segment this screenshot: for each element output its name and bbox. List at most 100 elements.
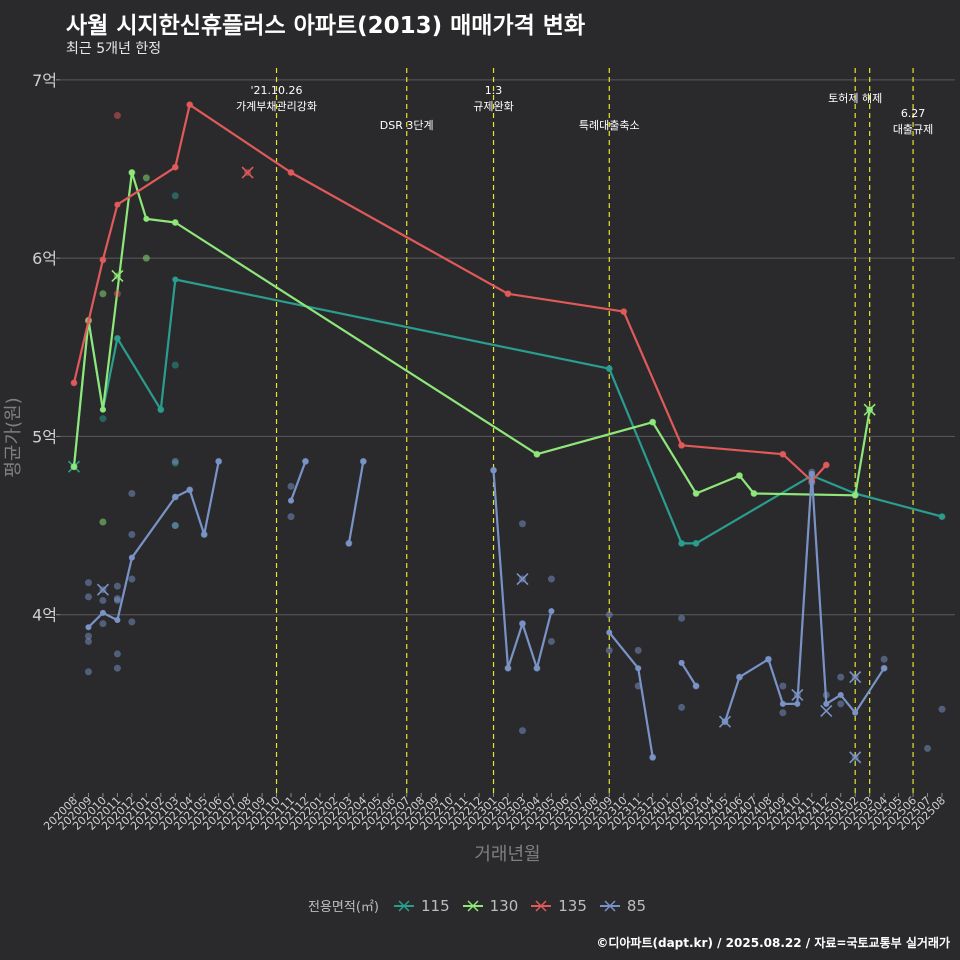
cross-130 — [111, 269, 124, 283]
line-point-135 — [288, 169, 294, 176]
line-point-85 — [548, 608, 555, 615]
line-point-85 — [186, 486, 193, 493]
line-point-85 — [172, 494, 179, 501]
event-label: 1.3 규제완화 — [473, 84, 513, 113]
line-point-85 — [678, 659, 685, 666]
cross-85 — [516, 572, 529, 586]
line-point-85 — [765, 656, 772, 663]
line-point-85 — [693, 683, 700, 690]
line-point-85 — [837, 691, 844, 698]
legend-key-85 — [599, 899, 620, 912]
line-point-85 — [288, 497, 294, 504]
legend-item-135[interactable]: 135 — [530, 897, 587, 915]
line-point-85 — [128, 554, 135, 561]
line-point-85 — [99, 609, 106, 616]
chart-title: 사월 시지한신휴플러스 아파트(2013) 매매가격 변화 — [66, 13, 586, 39]
point-85 — [837, 673, 845, 681]
point-85 — [924, 744, 932, 752]
point-85 — [128, 618, 136, 626]
legend-key-130 — [462, 899, 483, 912]
line-point-130 — [649, 419, 656, 426]
point-130 — [142, 174, 150, 182]
event-label: '21.10.26 가계부채관리강화 — [236, 84, 317, 113]
line-point-130 — [71, 463, 77, 470]
point-85 — [84, 579, 92, 587]
cross-130 — [863, 403, 876, 416]
source-caption: ©디아파트(dapt.kr) / 2025.08.22 / 자료=국토교통부 실… — [596, 936, 950, 950]
point-85 — [518, 520, 526, 528]
cross-135 — [241, 166, 254, 179]
line-point-130 — [99, 406, 106, 413]
line-point-135 — [823, 461, 830, 468]
point-85 — [84, 668, 92, 676]
y-tick-label: 6억 — [32, 249, 57, 268]
legend: 전용면적(㎡) 115 130 135 85 — [0, 896, 960, 916]
line-point-85 — [635, 665, 642, 672]
line-point-135 — [99, 256, 106, 263]
y-tick-label: 5억 — [32, 427, 57, 446]
line-85 — [347, 461, 365, 544]
point-130 — [142, 254, 150, 262]
point-85 — [880, 655, 888, 663]
y-tick-label: 4억 — [32, 606, 57, 625]
point-85 — [99, 620, 107, 628]
point-85 — [128, 575, 136, 583]
event-label: DSR 3단계 — [380, 119, 434, 132]
point-85 — [938, 705, 946, 713]
point-85 — [84, 593, 92, 601]
point-85 — [518, 727, 526, 735]
line-point-135 — [186, 101, 193, 108]
line-point-130 — [143, 215, 150, 222]
point-130 — [99, 290, 107, 298]
point-85 — [171, 457, 179, 465]
point-85 — [837, 700, 845, 708]
point-85 — [678, 703, 686, 711]
line-point-85 — [345, 540, 352, 547]
point-85 — [779, 682, 787, 690]
line-point-85 — [823, 700, 830, 707]
line-point-85 — [215, 458, 222, 465]
line-point-115 — [157, 406, 164, 413]
point-85 — [547, 637, 555, 645]
line-point-85 — [606, 629, 613, 636]
line-point-85 — [114, 617, 121, 624]
line-point-115 — [693, 540, 700, 547]
cross-85 — [849, 751, 862, 764]
line-point-130 — [533, 451, 540, 458]
point-85 — [605, 611, 613, 619]
point-115 — [171, 192, 179, 200]
legend-key-115 — [393, 899, 414, 912]
line-point-85 — [852, 709, 859, 716]
line-point-135 — [114, 201, 121, 208]
line-point-115 — [939, 513, 945, 520]
point-115 — [171, 361, 179, 369]
legend-label-135: 135 — [558, 896, 587, 915]
point-85 — [113, 650, 121, 658]
legend-item-130[interactable]: 130 — [462, 897, 518, 915]
line-point-85 — [360, 458, 367, 465]
point-135 — [113, 290, 121, 298]
line-point-85 — [808, 470, 815, 477]
line-point-135 — [172, 164, 179, 171]
legend-item-115[interactable]: 115 — [393, 897, 450, 915]
cross-85 — [791, 688, 804, 702]
point-85 — [678, 614, 686, 622]
plot-panel — [60, 62, 955, 793]
event-label: 6.27 대출규제 — [893, 107, 933, 136]
cross-85 — [820, 704, 833, 718]
point-85 — [128, 489, 136, 497]
line-point-85 — [794, 700, 801, 707]
legend-item-85[interactable]: 85 — [599, 897, 646, 915]
cross-85 — [849, 671, 862, 684]
cross-85 — [718, 715, 732, 728]
point-85 — [84, 637, 92, 645]
line-point-85 — [533, 665, 540, 672]
line-85 — [680, 662, 698, 687]
line-point-85 — [649, 754, 656, 761]
line-point-130 — [852, 492, 859, 499]
legend-title: 전용면적(㎡) — [308, 900, 379, 915]
line-point-85 — [302, 458, 309, 465]
line-point-85 — [490, 467, 497, 474]
line-85 — [723, 472, 886, 723]
line-point-115 — [114, 335, 121, 342]
